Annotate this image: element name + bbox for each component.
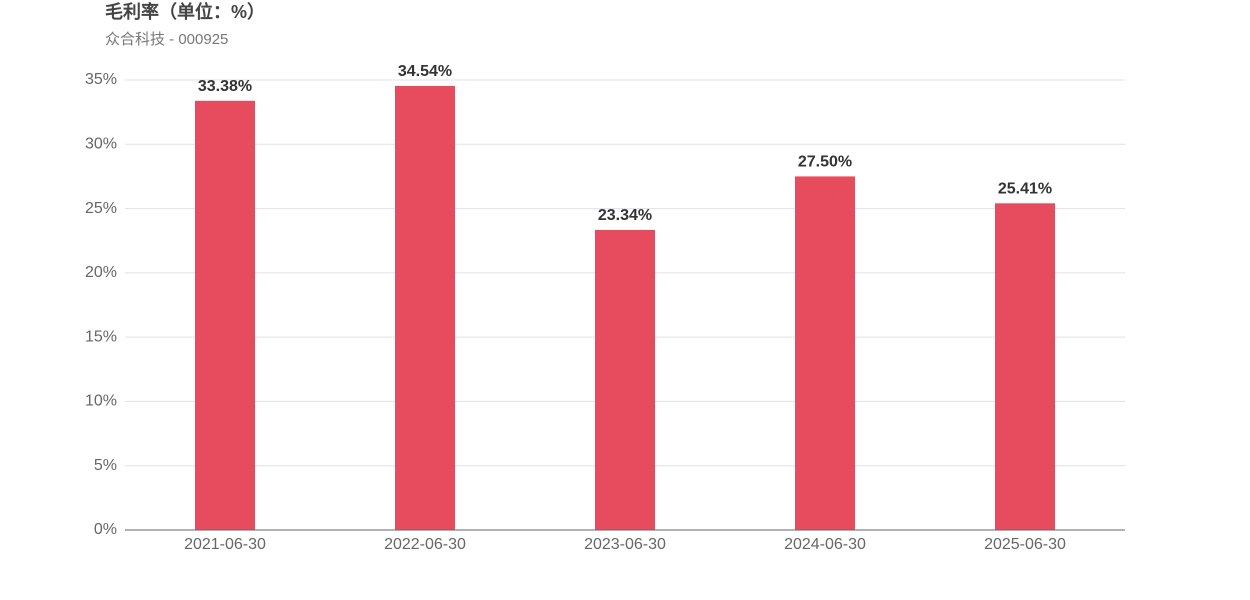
bar xyxy=(995,203,1055,531)
y-tick-label: 15% xyxy=(85,328,117,345)
x-tick-label: 2021-06-30 xyxy=(184,536,266,553)
data-label: 34.54% xyxy=(398,63,452,80)
x-tick-label: 2024-06-30 xyxy=(784,536,866,553)
x-tick-label: 2023-06-30 xyxy=(584,536,666,553)
y-tick-label: 35% xyxy=(85,71,117,88)
y-tick-label: 20% xyxy=(85,264,117,281)
y-tick-label: 5% xyxy=(94,457,117,474)
bar xyxy=(395,85,455,531)
y-tick-label: 30% xyxy=(85,136,117,153)
x-tick-label: 2025-06-30 xyxy=(984,536,1066,553)
chart-title: 毛利率（单位：%） xyxy=(105,1,265,22)
data-label: 25.41% xyxy=(998,181,1052,198)
bar xyxy=(595,229,655,530)
data-label: 33.38% xyxy=(198,78,252,95)
data-label: 23.34% xyxy=(598,207,652,224)
y-tick-label: 0% xyxy=(94,521,117,538)
chart-subtitle: 众合科技 - 000925 xyxy=(105,31,228,48)
y-tick-label: 10% xyxy=(85,393,117,410)
y-tick-label: 25% xyxy=(85,200,117,217)
x-tick-label: 2022-06-30 xyxy=(384,536,466,553)
data-label: 27.50% xyxy=(798,154,852,171)
bar xyxy=(795,176,855,530)
bar xyxy=(195,100,255,530)
